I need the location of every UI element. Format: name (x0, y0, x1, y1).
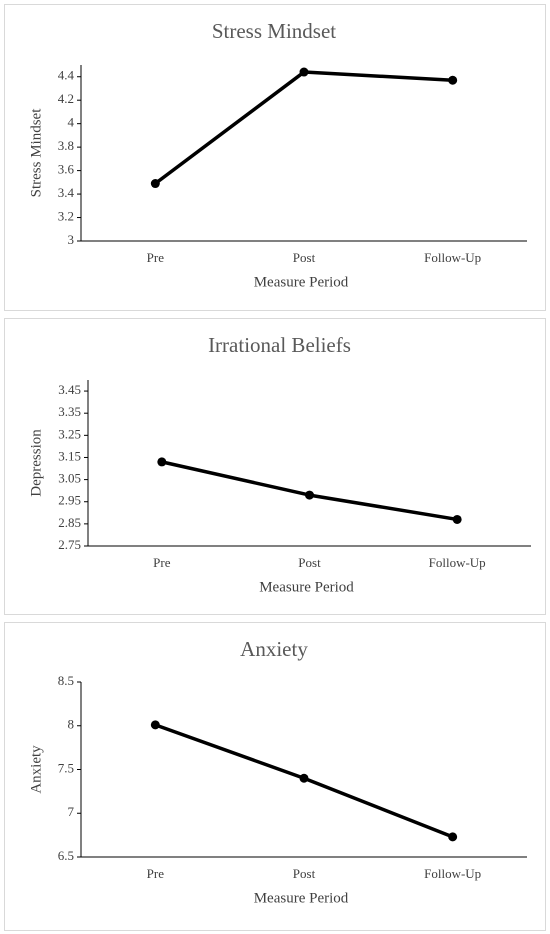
y-tick-label: 4.4 (58, 68, 75, 83)
x-tick-label: Post (293, 250, 316, 265)
data-point (448, 832, 458, 842)
chart-title: Stress Mindset (212, 19, 336, 43)
chart-title: Irrational Beliefs (208, 333, 351, 357)
y-tick-label: 2.85 (58, 515, 81, 530)
data-point (150, 720, 160, 730)
y-tick-label: 3 (68, 232, 75, 247)
y-tick-label: 6.5 (58, 848, 74, 863)
y-tick-label: 8 (68, 717, 75, 732)
y-axis-title: Stress Mindset (28, 108, 44, 198)
data-point (448, 75, 458, 85)
y-tick-label: 3.05 (58, 471, 81, 486)
y-tick-label: 2.75 (58, 537, 81, 552)
y-tick-label: 3.45 (58, 382, 81, 397)
x-tick-label: Pre (153, 555, 171, 570)
y-axis-title: Anxiety (28, 745, 44, 794)
x-axis-title: Measure Period (259, 579, 354, 595)
y-tick-label: 4.2 (58, 91, 74, 106)
y-tick-label: 2.95 (58, 493, 81, 508)
y-tick-label: 3.4 (58, 185, 75, 200)
x-axis-title: Measure Period (254, 890, 349, 906)
data-point (452, 514, 462, 524)
y-tick-label: 8.5 (58, 673, 74, 688)
x-tick-label: Post (293, 866, 316, 881)
y-tick-label: 3.35 (58, 404, 81, 419)
panel-frame (4, 622, 546, 931)
y-tick-label: 7.5 (58, 760, 74, 775)
x-tick-label: Post (298, 555, 321, 570)
x-axis-title: Measure Period (254, 274, 349, 290)
y-tick-label: 4 (68, 115, 75, 130)
x-tick-label: Follow-Up (429, 555, 486, 570)
data-point (299, 773, 309, 783)
x-tick-label: Pre (147, 250, 165, 265)
x-tick-label: Follow-Up (424, 250, 481, 265)
y-tick-label: 3.25 (58, 426, 81, 441)
chart-title: Anxiety (240, 637, 308, 661)
x-tick-label: Follow-Up (424, 866, 481, 881)
y-tick-label: 3.6 (58, 162, 75, 177)
panel-frame (4, 4, 546, 311)
y-tick-label: 3.8 (58, 138, 74, 153)
data-point (305, 490, 314, 500)
y-axis-title: Depression (28, 429, 44, 497)
panel-frame (4, 318, 546, 615)
chart-panel: Irrational Beliefs 2.75 2.85 2.95 3.05 3.15 3.… (4, 318, 546, 615)
data-point (150, 179, 160, 189)
chart-panel: Anxiety 6.5 7 7.5 8 8.5 Pre Post Follow-Up Measur… (4, 622, 546, 931)
y-tick-label: 7 (68, 804, 75, 819)
data-point (157, 457, 167, 467)
chart-panel: Stress Mindset 3 3.2 3.4 3.6 3.8 4 4.2 4.4 Pre Pos… (4, 4, 546, 311)
y-tick-label: 3.2 (58, 209, 74, 224)
y-tick-label: 3.15 (58, 448, 81, 463)
x-tick-label: Pre (147, 866, 165, 881)
data-point (299, 67, 309, 77)
